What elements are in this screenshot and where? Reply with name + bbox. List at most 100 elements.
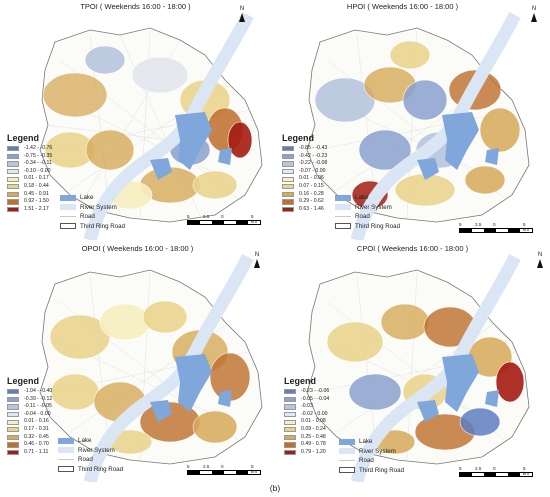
legend-swatch	[7, 191, 19, 197]
scale-bar: 5 2.5 0 5 km	[187, 464, 261, 475]
legend-class: -0.85 - -0.43	[282, 145, 327, 153]
layer-item: Road	[58, 455, 123, 465]
legend-class: 0.63 - 1.46	[282, 206, 327, 214]
scale-label: 5	[187, 464, 190, 469]
legend-class-label: -0.03	[301, 403, 313, 410]
scale-bar: 5 2.5 0 5 km	[459, 466, 533, 477]
lake-swatch	[60, 194, 76, 201]
legend-class-label: 0.45 - 0.91	[24, 190, 49, 197]
legend-class: 1.51 - 2.17	[7, 206, 52, 214]
legend-swatch	[7, 168, 19, 175]
legend-class-label: 0.17 - 0.31	[24, 425, 49, 432]
arrow-icon	[239, 13, 245, 22]
arrow-icon	[254, 259, 260, 268]
layer-item: Lake	[339, 437, 404, 447]
legend-class-label: -0.05 - -0.04	[301, 395, 330, 402]
legend-class: -0.23 - -0.06	[284, 388, 329, 396]
legend-class-label: -1.42 - -0.76	[24, 145, 53, 151]
layer-label: Lake	[80, 194, 94, 202]
legend-class-label: -0.42 - -0.23	[299, 152, 328, 159]
legend-class: 0.71 - 1.11	[7, 449, 52, 457]
ring-road-swatch	[60, 223, 76, 230]
layer-item: Third Ring Road	[339, 466, 404, 476]
legend-swatch	[7, 419, 19, 425]
legend-title: Legend	[7, 133, 40, 143]
legend-class-label: 0.01 - 0.08	[301, 418, 326, 425]
arrow-icon	[537, 259, 543, 268]
legend-swatch	[7, 434, 19, 440]
legend-class: 0.45 - 0.91	[7, 191, 52, 199]
layer-label: Third Ring Road	[359, 466, 405, 474]
legend-class-label: 0.79 - 1.20	[301, 448, 326, 455]
legend-swatch	[7, 449, 19, 456]
layer-item: Third Ring Road	[60, 222, 125, 232]
river-swatch	[339, 448, 355, 455]
map-panel-cpoi: CPOI ( Weekends 16:00 - 18:00 ) N Legend…	[275, 242, 550, 482]
north-arrow-icon: N	[534, 252, 546, 268]
legend-swatch	[282, 146, 294, 152]
layer-label: Third Ring Road	[78, 465, 124, 473]
north-label: N	[254, 252, 260, 258]
legend-swatch	[284, 434, 296, 440]
road-swatch	[335, 216, 351, 218]
map-canvas	[39, 254, 263, 482]
legend-swatch	[282, 176, 294, 182]
legend-swatch	[7, 153, 19, 159]
legend-class: -0.02 - 0.00	[284, 411, 329, 419]
legend-class-label: 0.01 - 0.17	[24, 175, 49, 182]
layer-label: River System	[359, 447, 396, 455]
layer-label: River System	[355, 203, 392, 211]
legend-class: -0.22 - -0.08	[282, 160, 327, 168]
map-panel-opoi: OPOI ( Weekends 16:00 - 18:00 ) N Legend…	[0, 242, 275, 482]
legend-swatch	[7, 161, 19, 167]
arrow-icon	[531, 13, 537, 22]
legend-swatch	[7, 146, 19, 152]
legend-class: -0.05 - -0.04	[284, 396, 329, 404]
scale-label: 2.5	[203, 464, 210, 469]
legend-class: 0.16 - 0.28	[282, 191, 327, 199]
legend-class-label: 0.01 - 0.16	[24, 418, 49, 425]
scale-label: 0	[221, 214, 224, 219]
legend-swatch	[7, 389, 19, 395]
legend-swatch	[7, 411, 19, 418]
legend-class: -0.42 - -0.23	[282, 153, 327, 161]
legend-class: 0.09 - 0.24	[284, 426, 329, 434]
legend-class: -0.07 - 0.00	[282, 168, 327, 176]
scale-label: 0	[493, 222, 496, 227]
scale-bar: 5 2.5 0 5 km	[459, 222, 533, 233]
layer-item: Lake	[335, 193, 400, 203]
legend-class: 0.49 - 0.78	[284, 441, 329, 449]
layer-item: Lake	[58, 436, 123, 446]
figure-caption: (b)	[269, 483, 281, 493]
river-swatch	[58, 447, 74, 454]
legend-class: -0.04 - 0.00	[7, 411, 52, 419]
layer-label: Road	[359, 457, 374, 465]
north-arrow-icon: N	[236, 6, 248, 22]
scale-bar: 5 2.5 0 5 km	[187, 214, 261, 225]
map-title: CPOI ( Weekends 16:00 - 18:00 )	[356, 244, 469, 253]
legend-class-label: -0.10 - 0.00	[24, 167, 51, 174]
legend-class: -0.03	[284, 403, 329, 411]
legend-class: 0.01 - 0.17	[7, 175, 52, 183]
scale-label: 0	[221, 464, 224, 469]
road-swatch	[58, 459, 74, 461]
layer-label: Lake	[355, 194, 369, 202]
map-panel-hpoi: HPOI ( Weekends 16:00 - 18:00 ) N Legend…	[275, 0, 550, 240]
north-label: N	[537, 252, 543, 258]
legend-class: 0.01 - 0.06	[282, 175, 327, 183]
layer-item: River System	[339, 447, 404, 457]
layer-label: Road	[355, 213, 370, 221]
legend-swatch	[7, 199, 19, 205]
layer-label: Lake	[78, 437, 92, 445]
lake-swatch	[335, 194, 351, 201]
map-canvas	[306, 12, 530, 240]
scale-label: 2.5	[203, 214, 210, 219]
river-swatch	[335, 204, 351, 211]
layer-label: River System	[80, 203, 117, 211]
legend-class: -0.10 - 0.00	[7, 168, 52, 176]
legend-swatch	[284, 449, 296, 456]
legend-class-label: 0.25 - 0.48	[301, 433, 326, 440]
lake-swatch	[58, 437, 74, 444]
legend-class: 0.46 - 0.70	[7, 441, 52, 449]
legend-class: 0.17 - 0.31	[7, 426, 52, 434]
